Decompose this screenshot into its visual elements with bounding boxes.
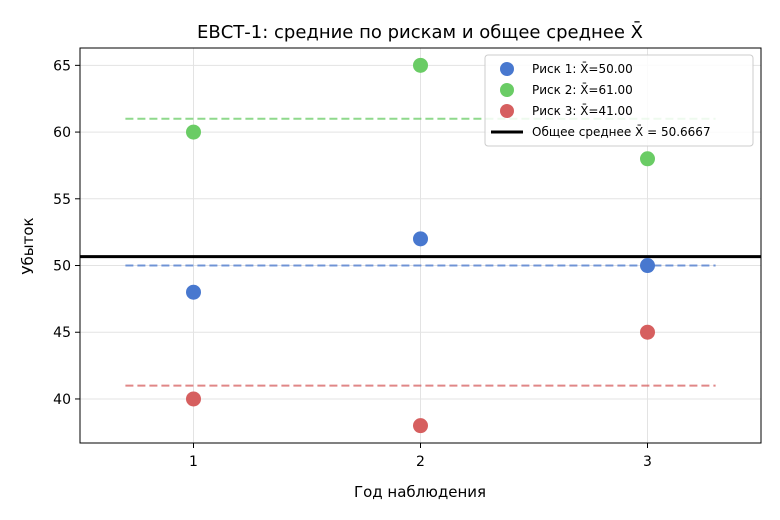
y-tick-label: 55 — [53, 192, 71, 208]
risk-3-point — [413, 418, 428, 434]
risk-1-point — [413, 231, 428, 247]
risk-mean-lines — [125, 117, 716, 387]
x-tick-label: 3 — [643, 454, 652, 470]
x-tick-label: 2 — [416, 454, 425, 470]
risk-2-point — [186, 124, 201, 140]
y-axis-label: Убыток — [19, 217, 37, 274]
y-tick-label: 60 — [53, 125, 71, 141]
data-points — [186, 57, 655, 434]
legend-marker-risk-2 — [500, 83, 514, 97]
x-axis-ticks: 1 2 3 — [189, 443, 652, 470]
risk-2-point — [413, 57, 428, 73]
x-tick-label: 1 — [189, 454, 198, 470]
risk-3-point — [186, 391, 201, 407]
y-tick-label: 45 — [53, 325, 71, 341]
x-axis-label: Год наблюдения — [354, 483, 486, 501]
chart-title: ЕВСТ-1: средние по рискам и общее средне… — [197, 21, 643, 43]
legend-box — [484, 54, 754, 147]
y-tick-label: 40 — [53, 392, 71, 408]
legend-label-overall-mean: Общее среднее X̄ = 50.6667 — [532, 125, 711, 139]
risk-2-point — [640, 151, 655, 167]
legend-label-risk-3: Риск 3: X̄=41.00 — [532, 104, 633, 118]
y-axis-ticks: 40 45 50 55 60 65 — [53, 58, 80, 408]
legend-marker-risk-3 — [500, 104, 514, 118]
y-tick-label: 50 — [53, 259, 71, 275]
legend: Риск 1: X̄=50.00 Риск 2: X̄=61.00 Риск 3: … — [484, 54, 754, 147]
legend-label-risk-2: Риск 2: X̄=61.00 — [532, 83, 633, 97]
risk-1-point — [640, 258, 655, 274]
y-tick-label: 65 — [53, 58, 71, 74]
legend-marker-risk-1 — [500, 62, 514, 76]
risk-3-point — [640, 324, 655, 340]
risk-1-point — [186, 284, 201, 300]
legend-label-risk-1: Риск 1: X̄=50.00 — [532, 62, 633, 76]
